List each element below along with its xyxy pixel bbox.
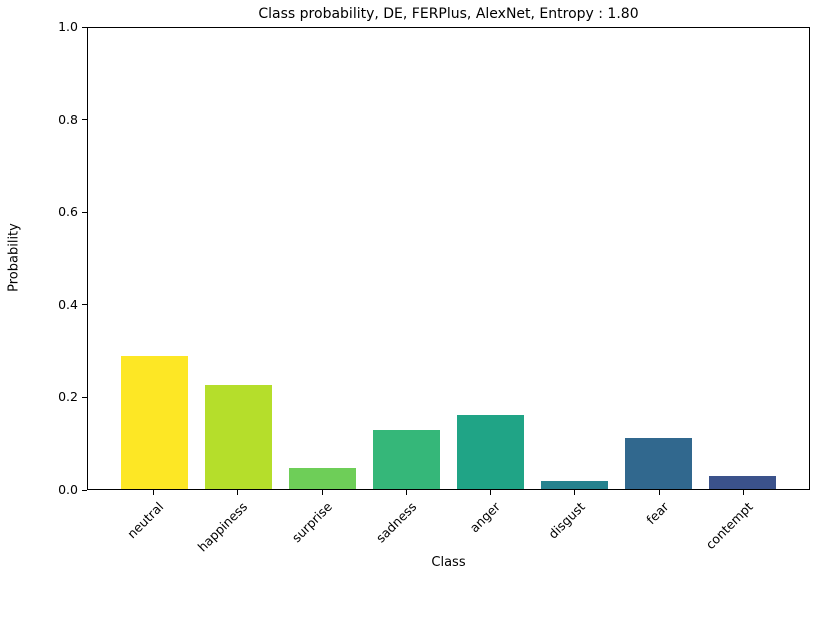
bar-anger <box>456 414 525 489</box>
x-tick-mark <box>153 490 155 495</box>
y-tick-mark <box>82 119 87 121</box>
bar-happiness <box>204 384 273 489</box>
bar-surprise <box>288 468 357 489</box>
bar-sadness <box>372 430 441 489</box>
x-tick-label-text: anger <box>466 499 504 536</box>
x-tick-label-text: disgust <box>544 499 588 542</box>
x-tick-mark <box>658 490 660 495</box>
y-tick-label: 1.0 <box>58 19 78 34</box>
bar-contempt <box>709 476 777 489</box>
plot-area <box>87 27 810 490</box>
y-tick-label: 0.0 <box>58 482 78 497</box>
x-tick-mark <box>405 490 407 495</box>
x-axis-label: Class <box>431 555 466 570</box>
y-tick-mark <box>82 396 87 398</box>
y-tick-label: 0.6 <box>58 204 78 220</box>
x-tick-mark <box>237 490 239 495</box>
y-tick-mark <box>82 211 87 213</box>
y-tick-mark <box>82 26 87 28</box>
y-tick-label: 0.2 <box>58 389 78 405</box>
y-axis-label: Probability <box>6 223 22 292</box>
chart-title: Class probability, DE, FERPlus, AlexNet,… <box>258 6 639 22</box>
x-tick-mark <box>742 490 744 495</box>
x-tick-label-text: surprise <box>288 499 335 546</box>
y-tick-label: 0.4 <box>58 296 78 312</box>
x-tick-mark <box>321 490 323 495</box>
x-tick-label-text: sadness <box>372 499 419 546</box>
y-tick-label: 0.8 <box>58 111 78 127</box>
y-tick-mark <box>82 489 87 491</box>
y-tick-mark <box>82 304 87 306</box>
bar-disgust <box>540 481 609 489</box>
x-tick-label-text: happiness <box>194 499 251 555</box>
x-tick-label-text: contempt <box>702 499 757 553</box>
bar-fear <box>624 438 693 489</box>
x-tick-label-text: neutral <box>123 499 167 542</box>
x-tick-label-text: fear <box>643 499 672 528</box>
x-tick-mark <box>574 490 576 495</box>
bar-neutral <box>120 356 188 489</box>
x-tick-mark <box>490 490 492 495</box>
